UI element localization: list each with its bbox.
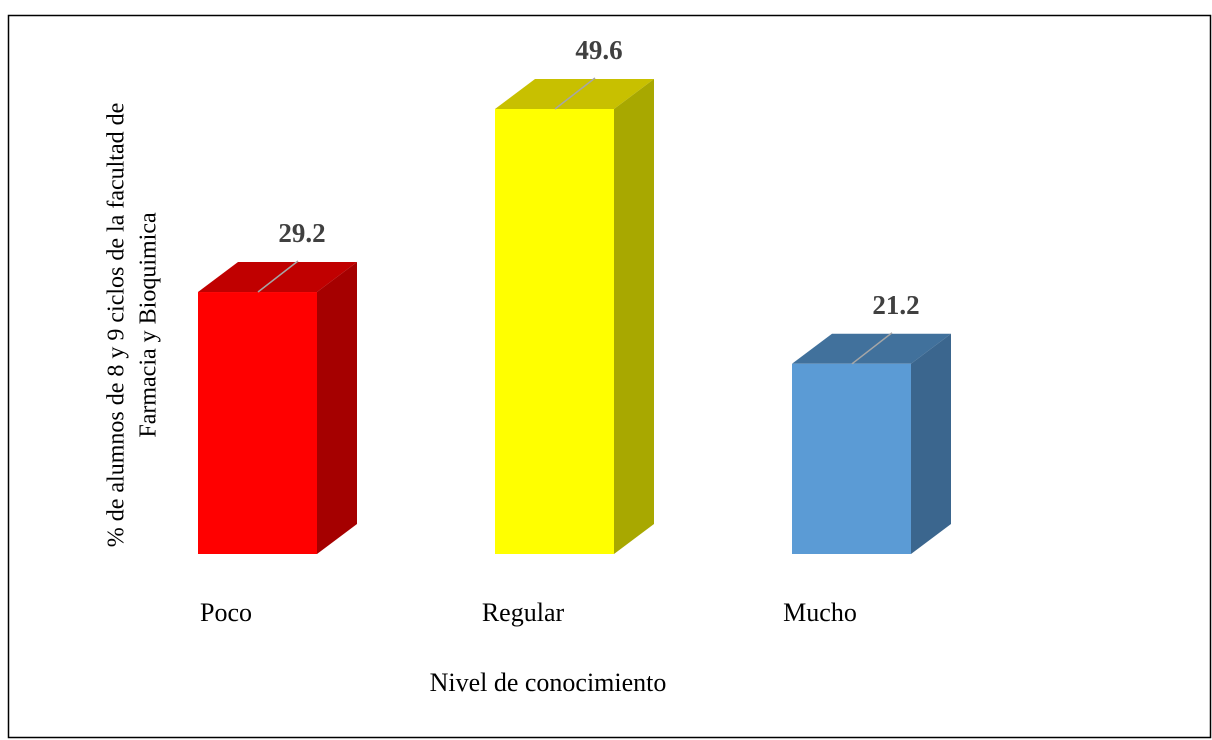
bar-side: [317, 262, 357, 554]
bar-side: [911, 333, 951, 554]
leader-line: [257, 260, 299, 293]
bar-side: [614, 79, 654, 554]
bar: [792, 363, 911, 554]
leader-line: [554, 77, 596, 110]
x-tick-label: Mucho: [783, 598, 857, 627]
y-axis-title: Farmacia y Bioquimica: [136, 212, 162, 438]
leader-line: [851, 332, 893, 365]
x-axis-title: Nivel de conocimiento: [430, 668, 667, 697]
x-tick-label: Regular: [482, 598, 565, 627]
y-axis-title: % de alumnos de 8 y 9 ciclos de la facul…: [104, 103, 130, 548]
data-label: 29.2: [278, 218, 325, 248]
data-label: 49.6: [575, 35, 622, 65]
bar: [198, 292, 317, 554]
bar: [495, 109, 614, 554]
data-label: 21.2: [872, 290, 919, 320]
x-tick-label: Poco: [200, 598, 252, 627]
